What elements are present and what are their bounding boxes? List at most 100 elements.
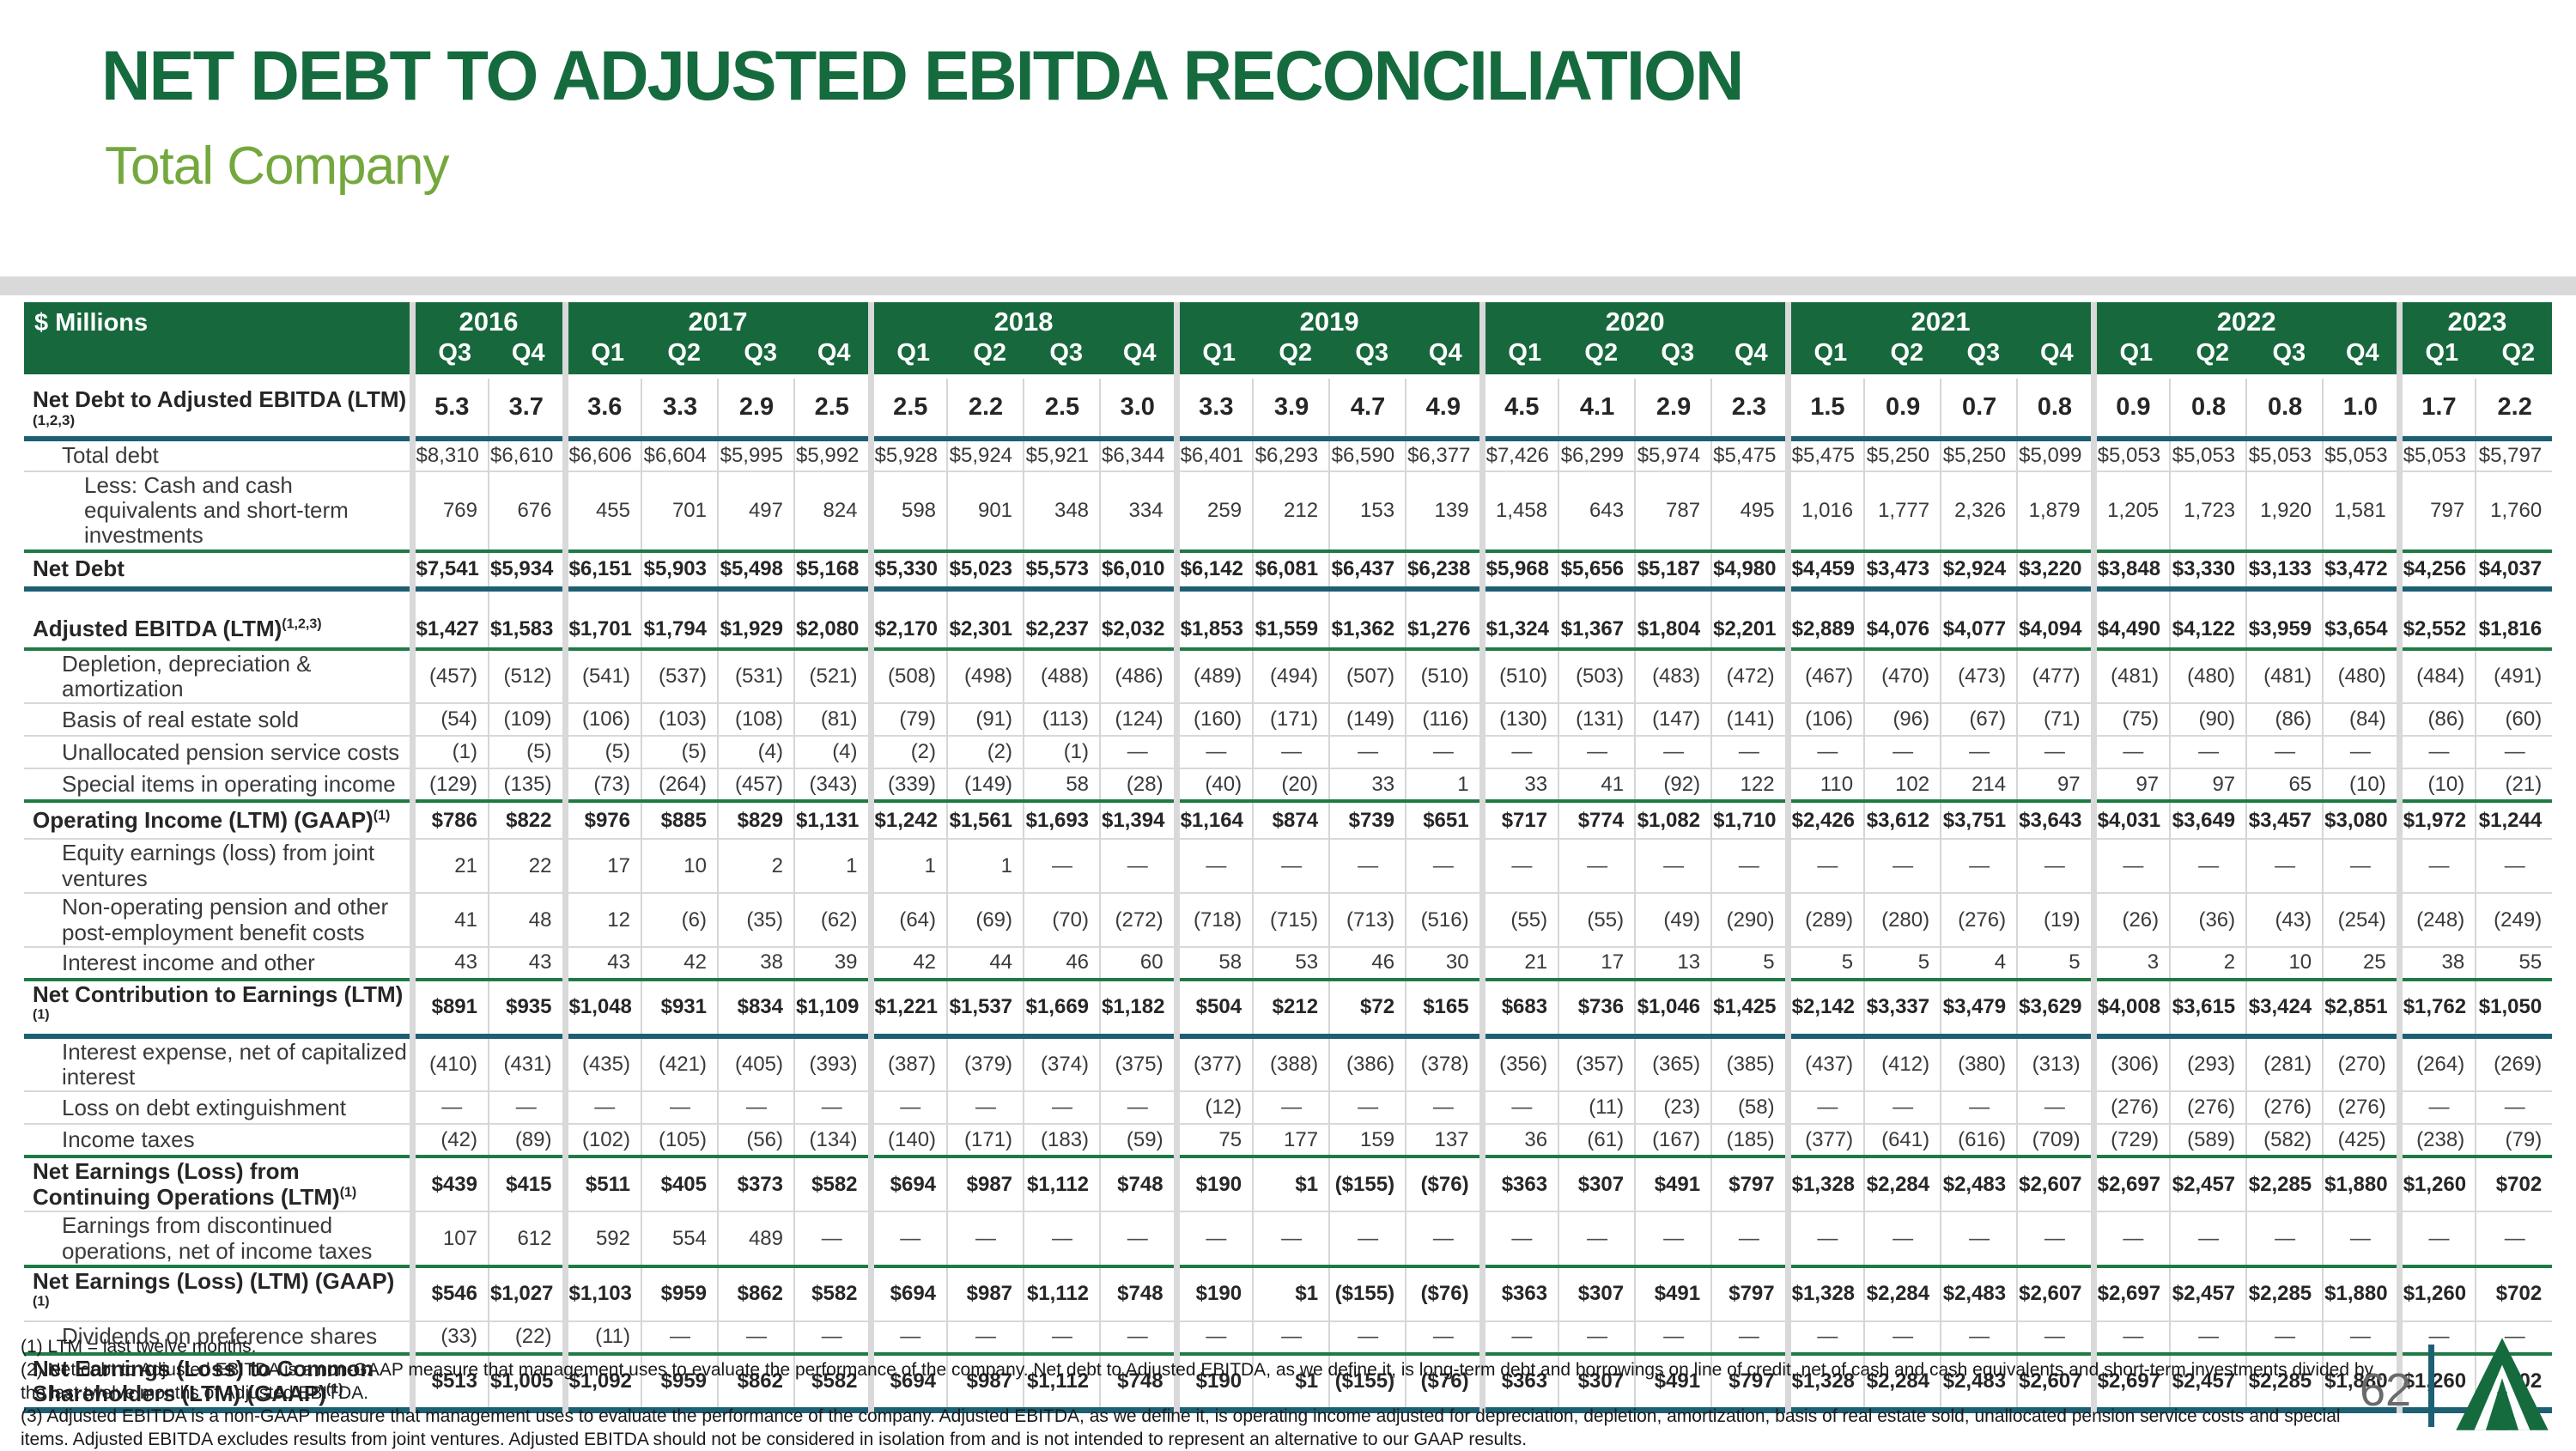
data-cell: 102 [1863, 768, 1941, 802]
data-cell: (108) [717, 703, 794, 737]
reconciliation-table: $ Millions 2016 2017 2018 2019 2020 2021 2022 20… [24, 302, 2553, 1413]
data-cell: — [1479, 1091, 1559, 1125]
data-cell: (61) [1558, 1124, 1636, 1157]
data-cell: $748 [1099, 1266, 1177, 1321]
data-cell: $3,649 [2169, 801, 2247, 840]
data-cell: (729) [2090, 1124, 2171, 1157]
data-cell: $5,928 [867, 438, 948, 471]
data-cell: $935 [488, 979, 565, 1036]
data-cell: $1,046 [1634, 979, 1712, 1036]
data-cell: $786 [409, 801, 489, 840]
data-cell: 4.5 [1479, 376, 1559, 439]
data-cell: — [1784, 1211, 1865, 1266]
data-cell: — [2475, 839, 2553, 894]
data-cell: (405) [717, 1035, 794, 1092]
data-cell: 55 [2475, 946, 2553, 980]
row-label: Interest expense, net of capitalized int… [24, 1036, 412, 1092]
data-cell: 612 [488, 1211, 565, 1266]
data-cell: — [946, 1211, 1024, 1266]
data-cell: $3,615 [2169, 979, 2247, 1036]
data-cell: 3 [2090, 946, 2171, 980]
data-cell: (71) [2016, 703, 2094, 737]
row-label: Basis of real estate sold [24, 703, 412, 736]
row-label-footnote-ref: (1) [373, 808, 391, 823]
data-cell: $5,903 [641, 550, 718, 589]
data-cell: $797 [1710, 1353, 1789, 1411]
data-cell [793, 588, 872, 611]
row-label: Total debt [24, 439, 412, 471]
data-cell: (498) [946, 648, 1024, 704]
row-label: Income taxes [24, 1124, 412, 1157]
data-cell: 1 [1405, 768, 1483, 802]
data-cell: $1,242 [867, 801, 948, 840]
data-cell: $739 [1328, 801, 1406, 840]
data-cell: — [1710, 839, 1789, 894]
data-cell: (378) [1405, 1035, 1483, 1092]
data-cell: — [1099, 1091, 1177, 1125]
row-label-text: Net Earnings (Loss) from Continuing Oper… [33, 1158, 340, 1210]
data-cell: — [867, 1320, 948, 1354]
row-label: Interest income and other [24, 947, 412, 980]
data-cell: (75) [2090, 703, 2171, 737]
data-cell: 2.5 [1023, 376, 1101, 439]
row-label-text: Interest income and other [62, 949, 315, 975]
row-label-text: Equity earnings (loss) from joint ventur… [62, 840, 375, 891]
data-cell: 2,326 [1940, 471, 2018, 551]
data-cell: (489) [1173, 648, 1254, 704]
row-label-footnote-ref: (1,2,3) [33, 411, 76, 428]
data-cell: (431) [488, 1035, 565, 1092]
data-cell: 42 [641, 946, 718, 980]
quarter-header-cell: Q4 [2017, 338, 2094, 377]
data-cell: $3,472 [2322, 550, 2400, 589]
row-label-footnote-ref: (1) [33, 1294, 50, 1309]
data-cell: $582 [793, 1266, 872, 1321]
data-cell: — [1252, 736, 1330, 769]
data-cell: (425) [2322, 1124, 2400, 1157]
data-cell: 554 [641, 1211, 718, 1266]
data-cell: (709) [2016, 1124, 2094, 1157]
data-cell: 3.3 [1173, 376, 1254, 439]
data-cell: $6,604 [641, 438, 718, 471]
data-cell: 17 [562, 839, 641, 894]
data-cell: $1,972 [2396, 801, 2476, 840]
data-cell: ($76) [1405, 1353, 1483, 1411]
data-cell: 3.0 [1099, 376, 1177, 439]
data-cell: (380) [1940, 1035, 2018, 1092]
data-cell: (457) [409, 648, 489, 704]
data-cell: (374) [1023, 1035, 1101, 1092]
table-row: Net Earnings (Loss) from Continuing Oper… [24, 1157, 2553, 1212]
data-cell: $976 [562, 801, 641, 840]
data-cell: (377) [1173, 1035, 1254, 1092]
data-cell: 797 [2396, 471, 2476, 551]
data-cell: — [1023, 839, 1101, 894]
data-cell: (470) [1863, 648, 1941, 704]
data-cell: (412) [1863, 1035, 1941, 1092]
data-cell: — [1940, 1320, 2018, 1354]
data-cell: — [1940, 1091, 2018, 1125]
data-cell: — [2090, 1320, 2171, 1354]
data-cell: 97 [2016, 768, 2094, 802]
data-cell: $1,427 [409, 610, 489, 649]
row-label-text: Interest expense, net of capitalized int… [62, 1038, 407, 1090]
data-cell: $3,629 [2016, 979, 2094, 1036]
data-cell [867, 588, 948, 611]
data-cell: $5,934 [488, 550, 565, 589]
data-cell: 60 [1099, 946, 1177, 980]
data-cell: $3,337 [1863, 979, 1941, 1036]
data-cell: $4,076 [1863, 610, 1941, 649]
data-cell: (130) [1479, 703, 1559, 737]
data-cell: $1,367 [1558, 610, 1636, 649]
data-cell: $491 [1634, 1266, 1712, 1321]
data-cell: (79) [2475, 1124, 2553, 1157]
data-cell: (480) [2169, 648, 2247, 704]
data-cell: (73) [562, 768, 641, 802]
row-label: Loss on debt extinguishment [24, 1091, 412, 1124]
data-cell: — [793, 1211, 872, 1266]
data-cell: — [1940, 736, 2018, 769]
data-cell: (102) [562, 1124, 641, 1157]
data-cell: ($155) [1328, 1157, 1406, 1212]
data-cell: $2,697 [2090, 1266, 2171, 1321]
data-cell: 1.0 [2322, 376, 2400, 439]
data-cell: 122 [1710, 768, 1789, 802]
data-cell: — [2090, 839, 2171, 894]
